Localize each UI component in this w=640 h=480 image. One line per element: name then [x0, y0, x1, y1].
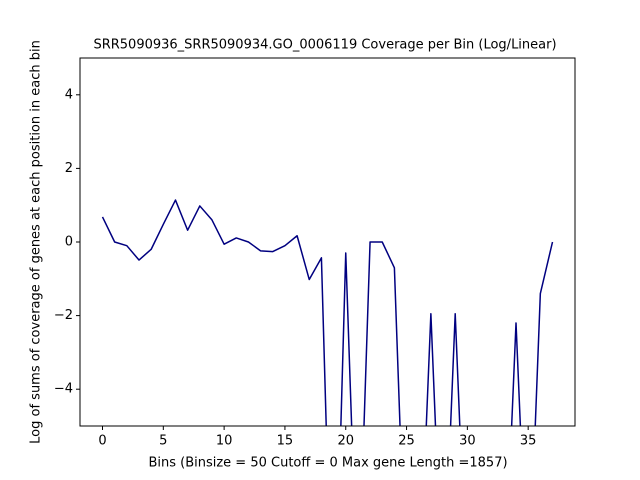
- plot-area: [101, 199, 554, 426]
- x-tick-label: 0: [98, 434, 106, 449]
- x-tick-label: 35: [520, 434, 537, 449]
- data-line: [101, 199, 554, 426]
- y-axis-label: Log of sums of coverage of genes at each…: [29, 40, 44, 444]
- y-tick-label: 2: [65, 161, 73, 176]
- chart-title: SRR5090936_SRR5090934.GO_0006119 Coverag…: [93, 38, 556, 53]
- x-tick-label: 30: [459, 434, 476, 449]
- y-tick-label: 4: [65, 87, 73, 102]
- y-tick-label: −4: [54, 382, 73, 397]
- y-tick-label: 0: [65, 235, 73, 250]
- x-tick-label: 20: [337, 434, 354, 449]
- y-tick-label: −2: [54, 308, 73, 323]
- x-axis-label: Bins (Binsize = 50 Cutoff = 0 Max gene L…: [148, 456, 507, 471]
- x-tick-label: 25: [398, 434, 415, 449]
- x-tick-label: 15: [277, 434, 294, 449]
- x-tick-label: 5: [159, 434, 167, 449]
- x-tick-label: 10: [216, 434, 233, 449]
